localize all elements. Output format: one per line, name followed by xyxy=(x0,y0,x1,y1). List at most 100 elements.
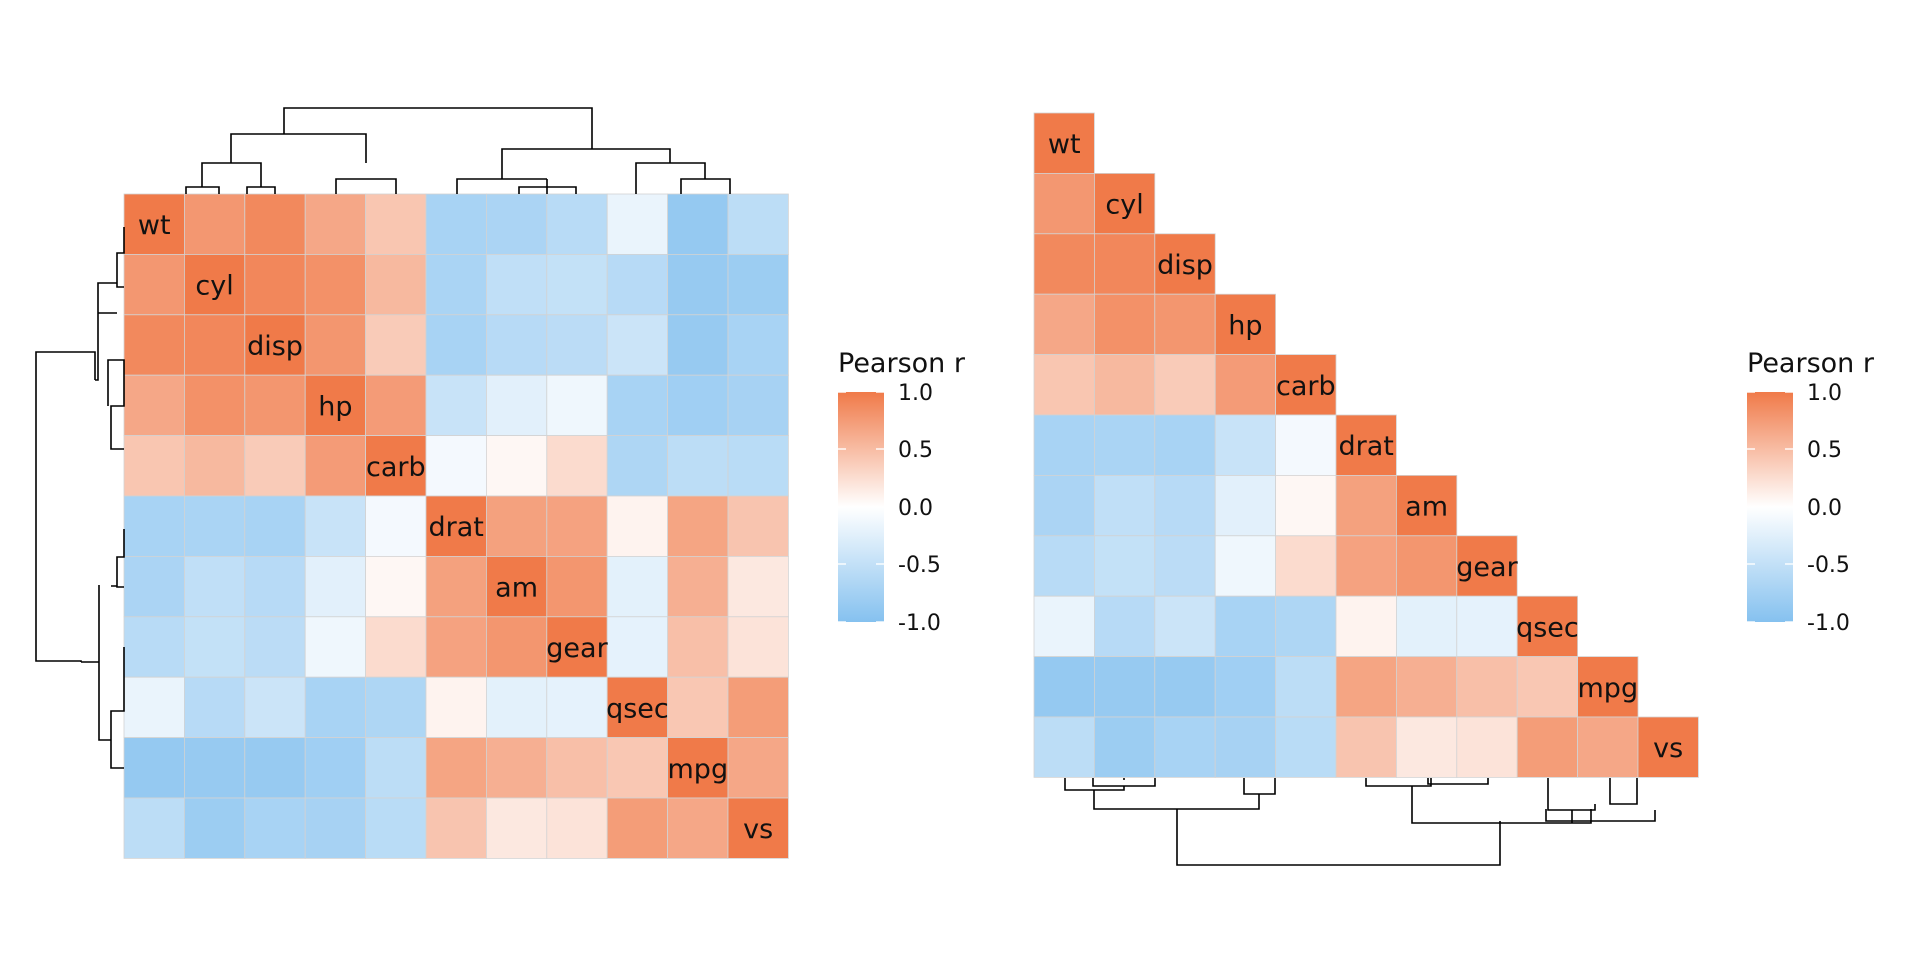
full-cell-vs-mpg xyxy=(667,797,729,859)
tri-cell-drat-hp xyxy=(1214,414,1276,476)
full-cell-drat-gear xyxy=(546,495,608,557)
full-label-cyl: cyl xyxy=(195,271,233,302)
bottom-dendrogram xyxy=(1064,778,1656,866)
full-cell-drat-mpg xyxy=(667,495,729,557)
full-cell-cyl-vs xyxy=(727,253,789,316)
full-cell-hp-gear xyxy=(546,374,608,437)
tri-cell-hp-cyl xyxy=(1094,293,1156,356)
tri-cell-cyl-cyl xyxy=(1094,172,1156,235)
full-cell-cyl-cyl xyxy=(183,253,246,316)
full-cell-am-cyl xyxy=(183,556,246,618)
full-cell-wt-carb xyxy=(365,193,427,255)
full-cell-mpg-cyl xyxy=(183,737,246,799)
full-label-gear: gear xyxy=(546,633,608,664)
full-cell-drat-wt xyxy=(123,495,185,557)
tri-cell-qsec-carb xyxy=(1275,595,1337,658)
tri-cell-qsec-cyl xyxy=(1094,595,1156,658)
legend-tick-label: 1.0 xyxy=(898,381,933,406)
tri-cell-drat-drat xyxy=(1335,414,1397,476)
full-cell-disp-drat xyxy=(425,314,487,376)
tri-cell-carb-hp xyxy=(1214,354,1276,416)
tri-label-disp: disp xyxy=(1157,250,1213,281)
full-label-vs: vs xyxy=(743,814,773,845)
full-cell-cyl-carb xyxy=(365,253,427,316)
tri-cell-vs-vs xyxy=(1637,716,1699,778)
full-cell-hp-hp xyxy=(304,374,367,437)
tri-cell-qsec-am xyxy=(1396,595,1458,658)
full-cell-cyl-drat xyxy=(425,253,487,316)
full-cell-vs-wt xyxy=(123,797,185,859)
full-cell-drat-vs xyxy=(727,495,789,557)
full-cell-gear-am xyxy=(485,616,548,678)
full-cell-vs-carb xyxy=(365,797,427,859)
full-cell-gear-drat xyxy=(425,616,487,678)
tri-cell-gear-cyl xyxy=(1094,535,1156,597)
full-label-disp: disp xyxy=(247,331,303,362)
tri-cell-mpg-qsec xyxy=(1516,656,1578,718)
bottom-dendrogram-branches xyxy=(1064,778,1656,866)
full-cell-mpg-disp xyxy=(244,737,306,799)
column-dendrogram-branches xyxy=(185,107,731,194)
column-dendrogram xyxy=(185,107,731,194)
tri-cell-vs-gear xyxy=(1456,716,1518,778)
tri-cell-mpg-cyl xyxy=(1094,656,1156,718)
full-cell-gear-disp xyxy=(244,616,306,678)
full-cell-gear-qsec xyxy=(606,616,669,678)
full-cell-cyl-disp xyxy=(244,253,306,316)
full-cell-am-qsec xyxy=(606,556,669,618)
full-cell-hp-cyl xyxy=(183,374,246,437)
tri-cell-vs-qsec xyxy=(1516,716,1578,778)
full-cell-qsec-drat xyxy=(425,676,487,739)
full-cell-cyl-wt xyxy=(123,253,185,316)
full-label-mpg: mpg xyxy=(668,754,729,785)
full-cell-carb-drat xyxy=(425,435,487,497)
tri-cell-am-wt xyxy=(1033,474,1095,537)
full-cell-carb-carb xyxy=(365,435,427,497)
tri-label-mpg: mpg xyxy=(1578,673,1639,704)
tri-cell-mpg-am xyxy=(1396,656,1458,718)
legend-tick-label: 0.0 xyxy=(898,496,933,521)
full-cell-mpg-vs xyxy=(727,737,789,799)
tri-cell-hp-hp xyxy=(1214,293,1276,356)
full-cell-mpg-hp xyxy=(304,737,367,799)
full-cell-carb-gear xyxy=(546,435,608,497)
full-cell-wt-mpg xyxy=(667,193,729,255)
tri-cell-gear-wt xyxy=(1033,535,1095,597)
full-cell-qsec-vs xyxy=(727,676,789,739)
legend-tick-label: -1.0 xyxy=(1807,611,1850,636)
tri-cell-drat-cyl xyxy=(1094,414,1156,476)
full-heatmap-cells xyxy=(123,193,789,859)
legend-tick-label: -0.5 xyxy=(1807,553,1850,578)
full-cell-qsec-mpg xyxy=(667,676,729,739)
full-cell-qsec-qsec xyxy=(606,676,669,739)
full-cell-gear-vs xyxy=(727,616,789,678)
tri-cell-am-cyl xyxy=(1094,474,1156,537)
full-cell-hp-drat xyxy=(425,374,487,437)
full-cell-cyl-mpg xyxy=(667,253,729,316)
tri-label-qsec: qsec xyxy=(1516,612,1579,643)
tri-cell-hp-wt xyxy=(1033,293,1095,356)
full-cell-am-wt xyxy=(123,556,185,618)
tri-label-cyl: cyl xyxy=(1105,190,1143,221)
full-cell-hp-disp xyxy=(244,374,306,437)
full-cell-wt-gear xyxy=(546,193,608,255)
full-cell-vs-disp xyxy=(244,797,306,859)
full-cell-am-gear xyxy=(546,556,608,618)
full-cell-disp-qsec xyxy=(606,314,669,376)
legend-tick-label: -1.0 xyxy=(898,611,941,636)
full-cell-am-carb xyxy=(365,556,427,618)
legend-tick-label: 1.0 xyxy=(1807,381,1842,406)
tri-cell-vs-disp xyxy=(1154,716,1216,778)
full-cell-qsec-cyl xyxy=(183,676,246,739)
full-label-qsec: qsec xyxy=(606,693,669,724)
full-cell-mpg-qsec xyxy=(606,737,669,799)
full-cell-drat-drat xyxy=(425,495,487,557)
full-cell-drat-am xyxy=(485,495,548,557)
full-cell-cyl-am xyxy=(485,253,548,316)
legend-title: Pearson r xyxy=(1747,348,1875,379)
tri-cell-am-drat xyxy=(1335,474,1397,537)
full-cell-hp-wt xyxy=(123,374,185,437)
full-cell-wt-cyl xyxy=(183,193,246,255)
